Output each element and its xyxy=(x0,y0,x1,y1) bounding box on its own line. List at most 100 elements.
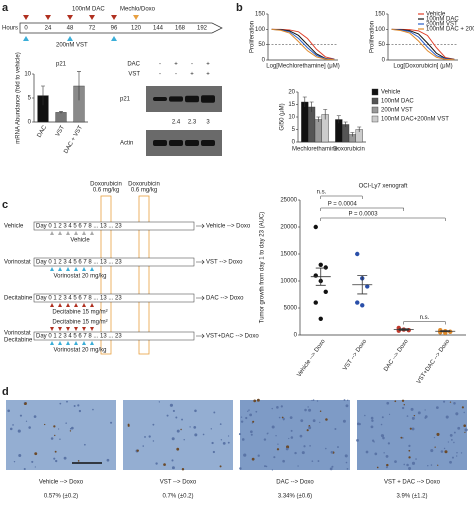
data-point xyxy=(355,251,360,257)
image-title: Vehicle --> Doxo xyxy=(39,480,84,486)
error-bar xyxy=(357,126,362,132)
texture xyxy=(183,438,185,441)
image-value: 0.7% (±0.2) xyxy=(163,494,194,500)
data-point xyxy=(360,303,365,308)
texture xyxy=(276,406,279,409)
texture xyxy=(106,458,110,462)
micrograph xyxy=(123,400,233,470)
data-point xyxy=(365,284,370,289)
drug-label: Decitabine 15 mg/m² xyxy=(52,320,107,326)
texture xyxy=(364,414,366,417)
texture xyxy=(28,426,31,429)
doxo-window xyxy=(138,195,150,355)
blot-band xyxy=(169,96,183,102)
micrograph xyxy=(240,400,350,470)
texture xyxy=(453,431,456,434)
error-bar xyxy=(302,96,307,107)
y-tick-label: 0 xyxy=(292,140,296,146)
texture xyxy=(306,429,309,432)
row-label: Decitabine xyxy=(4,338,33,344)
dose-marker xyxy=(82,327,86,331)
texture xyxy=(176,447,180,451)
dose-marker xyxy=(50,327,54,331)
texture xyxy=(443,400,446,403)
texture xyxy=(202,433,205,436)
texture xyxy=(227,441,230,444)
bar xyxy=(301,101,309,143)
y-tick-label: 100 xyxy=(375,27,386,33)
texture xyxy=(376,466,379,469)
bar xyxy=(55,112,67,123)
texture xyxy=(319,410,322,412)
texture xyxy=(449,460,452,464)
texture xyxy=(444,450,448,454)
vst-label: 200nM VST xyxy=(56,43,88,49)
legend-label: Vehicle xyxy=(426,12,446,18)
texture xyxy=(152,440,155,442)
texture xyxy=(433,436,436,439)
outcome-label: VST --> Doxo xyxy=(206,260,243,266)
panel-letter: a xyxy=(2,2,9,14)
day-bar xyxy=(33,293,195,303)
texture xyxy=(18,454,22,458)
texture xyxy=(17,429,21,433)
bracket xyxy=(403,321,446,325)
texture xyxy=(249,430,253,434)
texture xyxy=(163,463,166,466)
texture xyxy=(248,409,250,411)
texture xyxy=(23,467,26,471)
y-tick-label: 15 xyxy=(288,102,295,108)
texture xyxy=(247,410,249,412)
data-point xyxy=(313,224,318,230)
blot-band xyxy=(201,95,215,103)
dose-marker xyxy=(74,327,78,331)
blot-band xyxy=(153,97,167,101)
texture xyxy=(57,428,60,430)
texture xyxy=(286,445,290,449)
texture xyxy=(401,399,405,402)
y-tick-label: 150 xyxy=(255,12,266,18)
texture xyxy=(271,469,274,471)
blot-sign: + xyxy=(174,62,178,68)
texture xyxy=(371,439,375,442)
image-value: 0.57% (±0.2) xyxy=(44,494,78,500)
hour-label: 24 xyxy=(45,26,52,32)
texture xyxy=(54,434,56,437)
dose-marker xyxy=(50,231,54,235)
texture xyxy=(408,449,411,452)
texture xyxy=(155,462,158,465)
texture xyxy=(445,415,449,419)
drug-label: Vorinostat 20 mg/kg xyxy=(53,274,106,280)
texture xyxy=(194,433,198,437)
texture xyxy=(127,423,130,426)
hour-label: 192 xyxy=(197,26,208,32)
texture xyxy=(220,439,223,441)
dose-marker xyxy=(50,341,54,345)
texture xyxy=(31,460,34,463)
texture xyxy=(413,414,416,417)
drug-marker xyxy=(133,15,139,20)
error-bar xyxy=(316,116,321,122)
texture xyxy=(394,460,397,463)
hours-label: Hours xyxy=(2,26,18,32)
annotation: n.s. xyxy=(317,190,327,196)
texture xyxy=(449,401,452,403)
texture xyxy=(345,461,348,464)
legend-label: 100nM DAC+200nM VST xyxy=(381,117,449,123)
texture xyxy=(456,451,458,454)
y-axis-label: Proliferation xyxy=(370,21,376,53)
texture xyxy=(449,433,453,437)
texture xyxy=(243,453,247,457)
texture xyxy=(59,438,61,440)
texture xyxy=(297,465,299,467)
texture xyxy=(380,423,383,426)
texture xyxy=(411,416,415,420)
day-bar xyxy=(33,257,195,267)
texture xyxy=(222,441,226,445)
error-bar xyxy=(323,109,328,120)
texture xyxy=(394,400,397,403)
texture xyxy=(148,435,151,438)
texture xyxy=(403,404,405,406)
texture xyxy=(294,451,297,455)
texture xyxy=(271,407,273,410)
